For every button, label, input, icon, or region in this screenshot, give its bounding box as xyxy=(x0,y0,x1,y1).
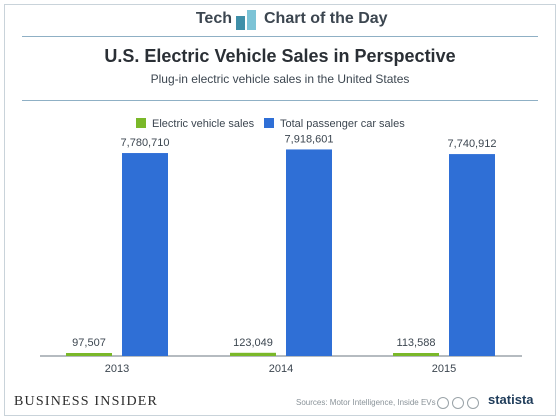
sources-note: Sources: Motor Intelligence, Inside EVs xyxy=(296,398,436,407)
x-tick-label-2014: 2014 xyxy=(269,363,293,375)
legend-label-1: Electric vehicle sales xyxy=(152,118,255,130)
brand-right-label: Chart of the Day xyxy=(264,10,388,27)
license-icons xyxy=(437,397,479,409)
brand-left-label: Tech xyxy=(195,10,232,27)
statista-logo: statista xyxy=(488,392,534,407)
header-rule-top xyxy=(22,36,538,37)
bar-1-2013 xyxy=(66,353,112,356)
x-tick-label-2013: 2013 xyxy=(105,363,129,375)
data-label-2-2015: 7,740,912 xyxy=(448,138,497,150)
chart-title: U.S. Electric Vehicle Sales in Perspecti… xyxy=(104,46,456,66)
data-label-1-2013: 97,507 xyxy=(72,337,106,349)
bar-2-2013 xyxy=(122,153,168,356)
bar-2-2014 xyxy=(286,149,332,356)
bar-1-2015 xyxy=(393,353,439,356)
legend-swatch-1 xyxy=(136,118,146,128)
chart-of-day-icon xyxy=(236,10,256,30)
legend-label-2: Total passenger car sales xyxy=(280,118,405,130)
data-label-2-2014: 7,918,601 xyxy=(285,133,334,145)
legend-swatch-2 xyxy=(264,118,274,128)
data-label-2-2013: 7,780,710 xyxy=(121,137,170,149)
x-tick-label-2015: 2015 xyxy=(432,363,456,375)
chart-frame xyxy=(4,4,556,416)
data-label-1-2015: 113,588 xyxy=(397,337,436,349)
header-rule-bottom xyxy=(22,100,538,101)
publisher-logo: BUSINESS INSIDER xyxy=(14,394,159,409)
data-label-1-2014: 123,049 xyxy=(233,337,273,349)
bar-2-2015 xyxy=(449,154,495,356)
bar-1-2014 xyxy=(230,352,276,356)
chart-subtitle: Plug-in electric vehicle sales in the Un… xyxy=(150,72,410,86)
header-bar: Tech Chart of the Day xyxy=(0,6,560,34)
